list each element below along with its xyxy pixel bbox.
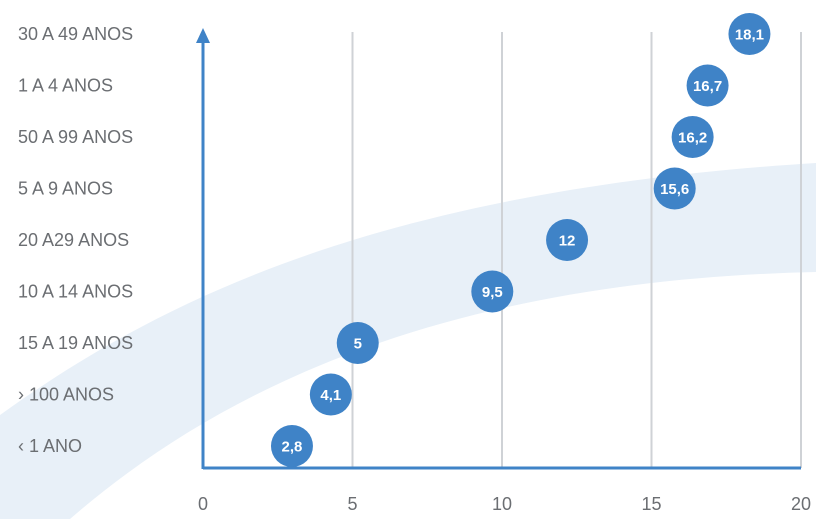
category-label: 1 A 4 ANOS <box>18 76 113 96</box>
data-point-marker <box>309 373 352 416</box>
axes <box>196 28 801 470</box>
data-points: 18,1 16,7 16,2 15,6 12 9,5 5 4,1 2,8 <box>270 13 771 467</box>
data-point: 16,2 <box>671 116 714 158</box>
data-label: 16,2 <box>678 130 707 147</box>
x-tick-label: 5 <box>347 494 357 514</box>
data-label: 18,1 <box>735 27 764 44</box>
background-swoosh <box>0 163 816 519</box>
data-point: 5 <box>336 322 379 364</box>
category-label: ‹ 1 ANO <box>18 436 82 456</box>
category-labels: 30 A 49 ANOS 1 A 4 ANOS 50 A 99 ANOS 5 A 9 … <box>18 24 133 456</box>
gridlines <box>351 32 802 468</box>
data-point: 9,5 <box>471 270 514 313</box>
data-label: 16,7 <box>693 78 722 95</box>
data-point: 2,8 <box>270 425 313 467</box>
data-point-marker <box>471 270 514 313</box>
data-point: 12 <box>546 219 589 261</box>
data-label: 4,1 <box>320 387 341 404</box>
y-axis-arrowhead <box>196 28 210 43</box>
category-label: 20 A29 ANOS <box>18 230 129 250</box>
data-point: 18,1 <box>728 13 771 55</box>
x-tick-label: 10 <box>492 494 512 514</box>
swoosh-band <box>0 163 816 519</box>
data-point-marker <box>336 322 379 364</box>
data-label: 2,8 <box>282 439 303 456</box>
data-point-marker <box>686 64 729 107</box>
data-point-marker <box>270 425 313 467</box>
category-label: 15 A 19 ANOS <box>18 333 133 353</box>
data-label: 12 <box>559 233 576 250</box>
category-label: › 100 ANOS <box>18 385 114 405</box>
category-label: 10 A 14 ANOS <box>18 282 133 302</box>
data-point: 16,7 <box>686 64 729 107</box>
category-label: 30 A 49 ANOS <box>18 24 133 44</box>
x-tick-label: 20 <box>791 494 811 514</box>
data-point-marker <box>653 167 696 210</box>
data-point-marker <box>671 116 714 158</box>
data-point: 4,1 <box>309 373 352 416</box>
data-label: 5 <box>354 336 362 353</box>
data-point: 15,6 <box>653 167 696 210</box>
category-label: 5 A 9 ANOS <box>18 179 113 199</box>
data-point-marker <box>546 219 589 261</box>
x-tick-labels: 0 5 10 15 20 <box>198 494 811 514</box>
x-tick-label: 0 <box>198 494 208 514</box>
category-label: 50 A 99 ANOS <box>18 127 133 147</box>
data-label: 9,5 <box>482 284 503 301</box>
x-tick-label: 15 <box>641 494 661 514</box>
data-point-marker <box>728 13 771 55</box>
data-label: 15,6 <box>660 181 689 198</box>
